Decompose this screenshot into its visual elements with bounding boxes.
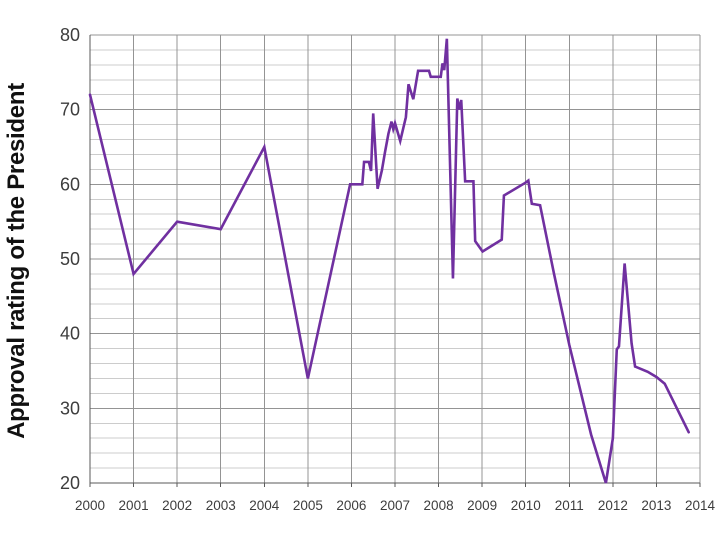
x-axis-tick-labels: 2000 2001 2002 2003 2004 2005 2006 2007 2008 2009… xyxy=(75,498,716,513)
y-axis-tick-labels: 20 30 40 50 60 70 80 xyxy=(60,25,80,493)
y-axis-title: Approval rating of the President xyxy=(3,83,30,439)
y-tick-label: 70 xyxy=(60,100,80,120)
x-tick-label: 2014 xyxy=(685,498,716,513)
x-tick-label: 2001 xyxy=(119,498,149,513)
y-tick-label: 30 xyxy=(60,398,80,418)
axis-lines xyxy=(89,35,701,487)
x-tick-label: 2002 xyxy=(162,498,192,513)
x-tick-label: 2013 xyxy=(641,498,671,513)
x-tick-label: 2009 xyxy=(467,498,497,513)
approval-line xyxy=(88,38,690,484)
x-tick-label: 2012 xyxy=(598,498,628,513)
y-tick-label: 20 xyxy=(60,473,80,493)
y-tick-label: 50 xyxy=(60,249,80,269)
x-tick-label: 2005 xyxy=(293,498,323,513)
y-tick-label: 40 xyxy=(60,324,80,344)
x-tick-label: 2010 xyxy=(511,498,541,513)
x-tick-label: 2011 xyxy=(555,498,584,513)
x-tick-label: 2006 xyxy=(336,498,366,513)
x-tick-label: 2000 xyxy=(75,498,105,513)
major-gridlines xyxy=(89,34,701,484)
x-tick-label: 2007 xyxy=(380,498,410,513)
y-tick-label: 60 xyxy=(60,174,80,194)
x-tick-label: 2008 xyxy=(424,498,454,513)
x-tick-label: 2004 xyxy=(249,498,280,513)
x-tick-label: 2003 xyxy=(206,498,236,513)
y-tick-label: 80 xyxy=(60,25,80,45)
approval-line-series xyxy=(88,38,690,484)
